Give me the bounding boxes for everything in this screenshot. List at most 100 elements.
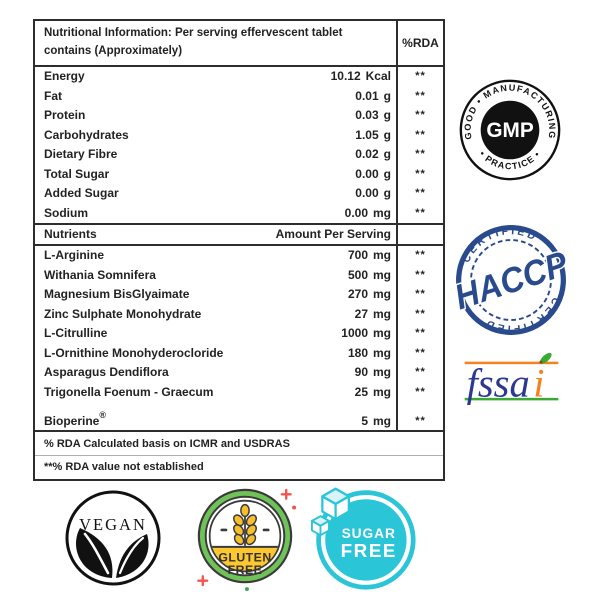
table-row: Protein 0.03 g ** xyxy=(35,105,443,126)
sugar-cubes-icon xyxy=(311,487,350,537)
table-row: L-Ornithine Monohyderocloride 180 mg ** xyxy=(35,343,443,363)
nutrition-unit: Kcal xyxy=(365,69,391,84)
nutrition-label: Protein xyxy=(44,108,86,123)
dash-left xyxy=(220,528,228,532)
table-title: Nutritional Information: Per serving eff… xyxy=(44,27,343,57)
nutrition-unit: mg xyxy=(373,326,391,341)
footnote-rda-not-established: **% RDA value not established xyxy=(35,454,443,479)
nutrition-unit: mg xyxy=(373,306,391,321)
rda-value: ** xyxy=(396,401,443,430)
table-row: Trigonella Foenum - Graecum 25 mg ** xyxy=(35,382,443,402)
table-row-bioperine: Bioperine® 5 mg ** xyxy=(35,401,443,430)
fssai-navy-letters: fssa xyxy=(467,360,530,405)
table-row: Zinc Sulphate Monohydrate 27 mg ** xyxy=(35,304,443,324)
rda-value: ** xyxy=(396,144,443,165)
sugar-label-line1: SUGAR xyxy=(342,526,396,541)
nutrition-value: 1.05 xyxy=(355,127,379,142)
gluten-free-seal: GLUTEN FREE xyxy=(197,488,297,592)
footnote-rda-basis: % RDA Calculated basis on ICMR and USDRA… xyxy=(44,437,290,450)
rda-value: ** xyxy=(396,203,443,223)
nutrition-value: 90 xyxy=(354,365,368,380)
nutrition-unit: mg xyxy=(373,267,391,282)
nutrition-label: Energy xyxy=(44,69,85,84)
nutrition-label: L-Arginine xyxy=(44,248,104,263)
nutrition-label: L-Citrulline xyxy=(44,326,108,341)
nutrition-value: 180 xyxy=(347,345,368,360)
fssai-logo: fssa i xyxy=(464,352,559,405)
nutrition-label: Dietary Fibre xyxy=(44,147,118,162)
fssai-green-line xyxy=(464,397,559,401)
rda-empty-cell xyxy=(396,224,443,244)
rda-value: ** xyxy=(396,343,443,363)
vegan-leaves-icon xyxy=(75,528,149,578)
nutrition-unit: g xyxy=(383,147,391,162)
table-footnotes: % RDA Calculated basis on ICMR and USDRA… xyxy=(35,429,443,479)
gluten-yellow-band xyxy=(210,546,280,571)
nutrition-value: 10.12 xyxy=(330,69,361,84)
gmp-center-text: GMP xyxy=(486,119,534,142)
rda-value: ** xyxy=(396,382,443,402)
vegan-badge: VEGAN xyxy=(63,488,163,588)
nutrition-label: Carbohydrates xyxy=(44,127,129,142)
sugar-label-line2: FREE xyxy=(341,541,397,562)
rda-value: ** xyxy=(396,125,443,145)
gluten-free-badge: GLUTEN FREE xyxy=(191,484,299,592)
rda-value: ** xyxy=(396,66,443,87)
rda-value: ** xyxy=(396,323,443,344)
table-row: Total Sugar 0.00 g ** xyxy=(35,164,443,184)
nutrients-column-label: Nutrients xyxy=(44,227,97,242)
table-row: Magnesium BisGlyaimate 270 mg ** xyxy=(35,284,443,305)
nutrition-label: Zinc Sulphate Monohydrate xyxy=(44,306,202,321)
dash-right xyxy=(262,528,270,532)
nutrition-label: Magnesium BisGlyaimate xyxy=(44,287,190,302)
haccp-stamp: CERTIFIED CERTIFIED HACCP xyxy=(449,216,575,344)
nutrition-label: Asparagus Dendiflora xyxy=(44,365,169,380)
nutrition-value: 0.00 xyxy=(355,186,379,201)
table-row: L-Citrulline 1000 mg ** xyxy=(35,323,443,344)
nutrition-value: 700 xyxy=(347,248,368,263)
gmp-badge: GOOD • MANUFACTURING • PRACTICE • GMP xyxy=(458,78,562,182)
nutrients-subheader: Nutrients Amount Per Serving xyxy=(35,222,443,246)
table-row: Energy 10.12 Kcal ** xyxy=(35,66,443,87)
sugar-free-seal: SUGAR FREE xyxy=(311,487,416,590)
gmp-seal: GOOD • MANUFACTURING • PRACTICE • GMP xyxy=(459,79,561,181)
gluten-label-line2: FREE xyxy=(228,563,263,577)
nutrition-label: Sodium xyxy=(44,205,88,220)
nutrition-value: 500 xyxy=(347,267,368,282)
fssai-badge: fssa i xyxy=(462,352,562,408)
rda-value: ** xyxy=(396,105,443,126)
nutrition-value: 270 xyxy=(347,287,368,302)
nutrition-label: Trigonella Foenum - Graecum xyxy=(44,384,214,399)
nutrition-value: 0.03 xyxy=(355,108,379,123)
nutrition-unit: mg xyxy=(373,287,391,302)
haccp-badge: CERTIFIED CERTIFIED HACCP xyxy=(449,216,575,344)
nutrition-unit: g xyxy=(383,108,391,123)
rda-value: ** xyxy=(396,86,443,106)
fssai-orange-line xyxy=(464,361,559,365)
nutrition-value: 0.00 xyxy=(344,205,368,220)
nutrition-label: Bioperine® xyxy=(44,409,106,428)
rda-column-header: %RDA xyxy=(396,21,443,65)
nutrition-label: Withania Somnifera xyxy=(44,267,156,282)
nutrition-unit: g xyxy=(383,186,391,201)
registered-trademark-symbol: ® xyxy=(99,409,106,420)
rda-value: ** xyxy=(396,183,443,204)
nutrition-value: 0.00 xyxy=(355,166,379,181)
table-row: Carbohydrates 1.05 g ** xyxy=(35,125,443,145)
table-header: Nutritional Information: Per serving eff… xyxy=(35,21,443,67)
table-row: Fat 0.01 g ** xyxy=(35,86,443,106)
fssai-leaf-icon xyxy=(539,352,552,364)
nutrition-value: 5 xyxy=(361,413,368,428)
nutrition-value: 0.01 xyxy=(355,88,379,103)
fssai-leaf-stem xyxy=(539,360,543,364)
rda-value: ** xyxy=(396,284,443,305)
sparkle-icons xyxy=(197,488,297,592)
nutrition-unit: g xyxy=(383,166,391,181)
sugar-free-badge: SUGAR FREE xyxy=(311,485,417,591)
rda-value: ** xyxy=(396,245,443,266)
rda-value: ** xyxy=(396,362,443,383)
rda-value: ** xyxy=(396,304,443,324)
gmp-inner-disc xyxy=(480,100,540,160)
nutrition-value: 0.02 xyxy=(355,147,379,162)
table-row: Withania Somnifera 500 mg ** xyxy=(35,265,443,285)
